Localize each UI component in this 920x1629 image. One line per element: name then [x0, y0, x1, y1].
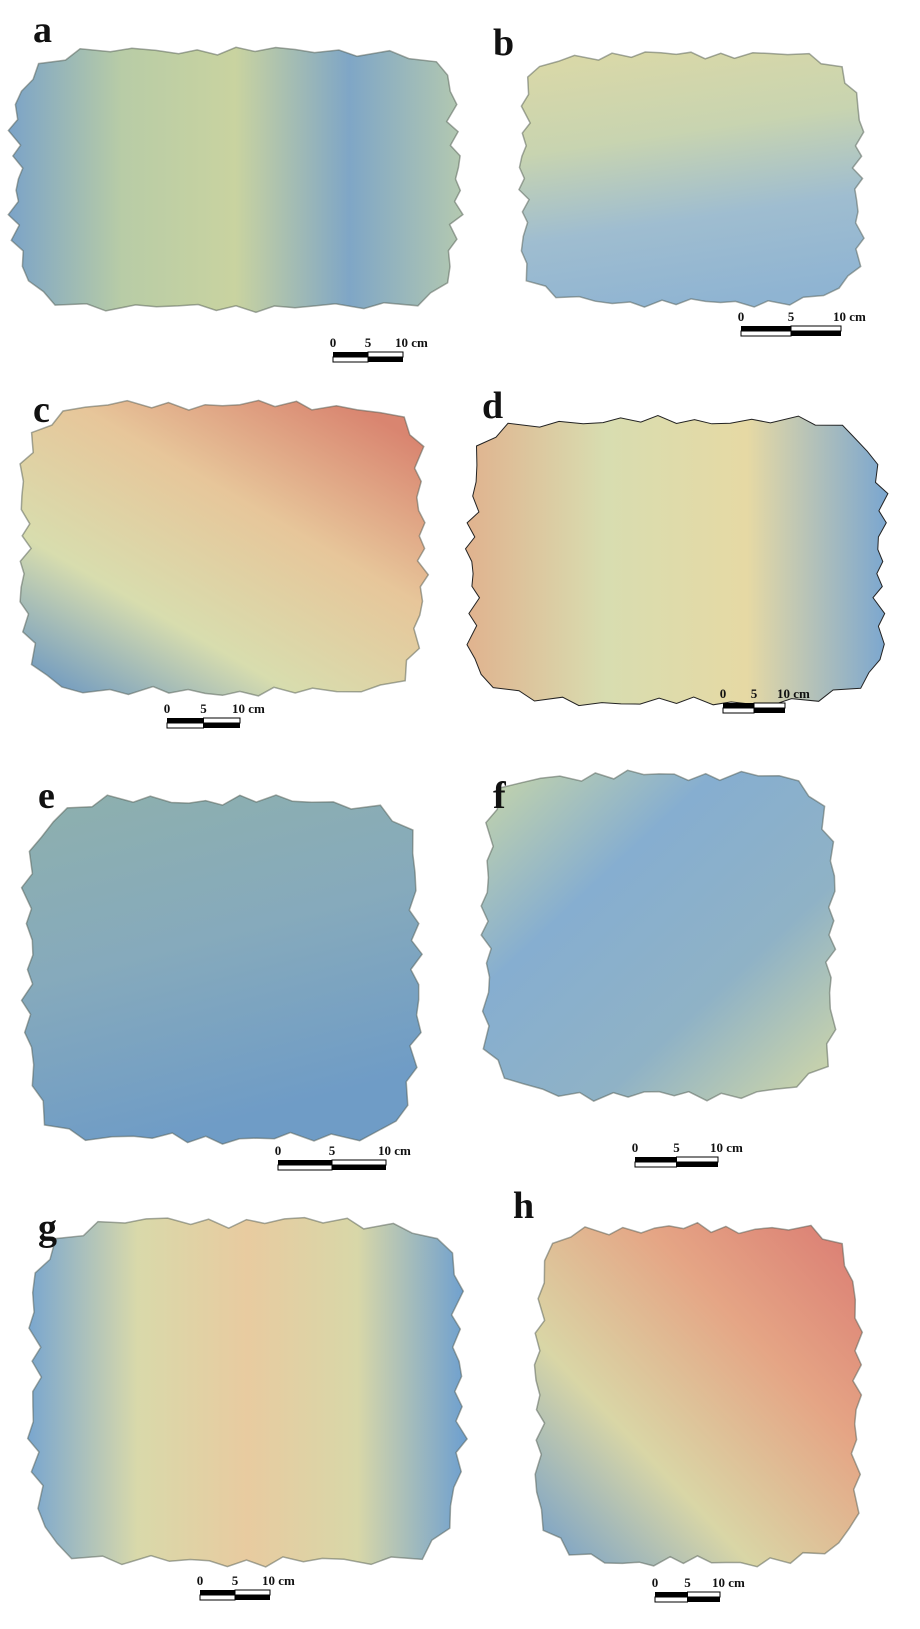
scale-bar	[167, 718, 204, 723]
scale-bar	[235, 1595, 270, 1600]
scale-label: 5	[673, 1140, 680, 1155]
scale-bar	[368, 357, 403, 362]
scale-bar	[278, 1165, 332, 1170]
scale-label: 5	[200, 701, 207, 716]
scale-bar	[688, 1597, 721, 1602]
scale-label: 10 cm	[232, 701, 265, 716]
scale-bar	[333, 352, 368, 357]
scale-label: 5	[232, 1573, 239, 1588]
stone-scan	[535, 1223, 863, 1567]
scale-label: 5	[788, 309, 795, 324]
scale-label: 0	[720, 686, 727, 701]
stone-scan	[22, 795, 423, 1144]
scale-bar	[741, 326, 791, 331]
panel-label: c	[33, 389, 50, 431]
panel-label: a	[33, 9, 52, 51]
scale-bar	[754, 703, 785, 708]
scale-label: 0	[632, 1140, 639, 1155]
scale-label: 5	[751, 686, 758, 701]
scale-bar	[655, 1597, 688, 1602]
stone-scan	[20, 400, 428, 696]
scale-bar	[200, 1595, 235, 1600]
scale-bar	[655, 1592, 688, 1597]
scale-bar	[332, 1165, 386, 1170]
scale-bar	[723, 703, 754, 708]
scale-label: 10 cm	[777, 686, 810, 701]
scale-label: 0	[330, 335, 337, 350]
panel-label: h	[513, 1185, 534, 1227]
stone-scan	[28, 1218, 467, 1567]
scale-bar	[741, 331, 791, 336]
scale-bar	[204, 723, 241, 728]
panel: d 0 5 10 cm	[466, 385, 888, 713]
scale-bar	[333, 357, 368, 362]
stone-scan	[466, 416, 888, 706]
scale-bar	[167, 723, 204, 728]
scale-label: 10 cm	[378, 1143, 411, 1158]
scale-bar	[635, 1162, 677, 1167]
scale-label: 10 cm	[712, 1575, 745, 1590]
scale-bar	[677, 1162, 719, 1167]
stone-scan	[519, 52, 864, 307]
scale-bar	[791, 326, 841, 331]
stone-scan	[481, 770, 836, 1101]
scale-label: 0	[738, 309, 745, 324]
scale-bar	[278, 1160, 332, 1165]
panel-label: f	[493, 775, 507, 817]
scale-label: 0	[197, 1573, 204, 1588]
panel-label: b	[493, 22, 514, 64]
scale-bar	[688, 1592, 721, 1597]
panel: c 0 5 10 cm	[20, 389, 428, 728]
scale-bar	[791, 331, 841, 336]
panel: f 0 5 10 cm	[481, 770, 836, 1167]
panel-label: d	[482, 385, 503, 427]
scale-label: 10 cm	[262, 1573, 295, 1588]
panel: g 0 5 10 cm	[28, 1207, 467, 1600]
panel-label: e	[38, 775, 55, 817]
scale-label: 0	[164, 701, 171, 716]
figure: a 0 5 10 cm b 0 5 10 cm c 0 5 10 cm d 0 5 10 cm e 0 5 10 cm…	[0, 0, 920, 1629]
scale-label: 10 cm	[833, 309, 866, 324]
panel: a 0 5 10 cm	[8, 9, 463, 362]
scale-bar	[723, 708, 754, 713]
scale-label: 5	[684, 1575, 691, 1590]
panel: e 0 5 10 cm	[22, 775, 423, 1170]
scale-label: 0	[652, 1575, 659, 1590]
scale-label: 10 cm	[395, 335, 428, 350]
scale-bar	[200, 1590, 235, 1595]
scale-bar	[635, 1157, 677, 1162]
scale-bar	[332, 1160, 386, 1165]
scale-label: 0	[275, 1143, 282, 1158]
scale-bar	[677, 1157, 719, 1162]
panel-label: g	[38, 1207, 57, 1249]
panel: h 0 5 10 cm	[513, 1185, 862, 1602]
scale-label: 10 cm	[710, 1140, 743, 1155]
scale-bar	[754, 708, 785, 713]
scale-label: 5	[365, 335, 372, 350]
scale-label: 5	[329, 1143, 336, 1158]
stone-scan	[8, 47, 463, 312]
panel: b 0 5 10 cm	[493, 22, 866, 336]
scale-bar	[368, 352, 403, 357]
scale-bar	[204, 718, 241, 723]
scale-bar	[235, 1590, 270, 1595]
